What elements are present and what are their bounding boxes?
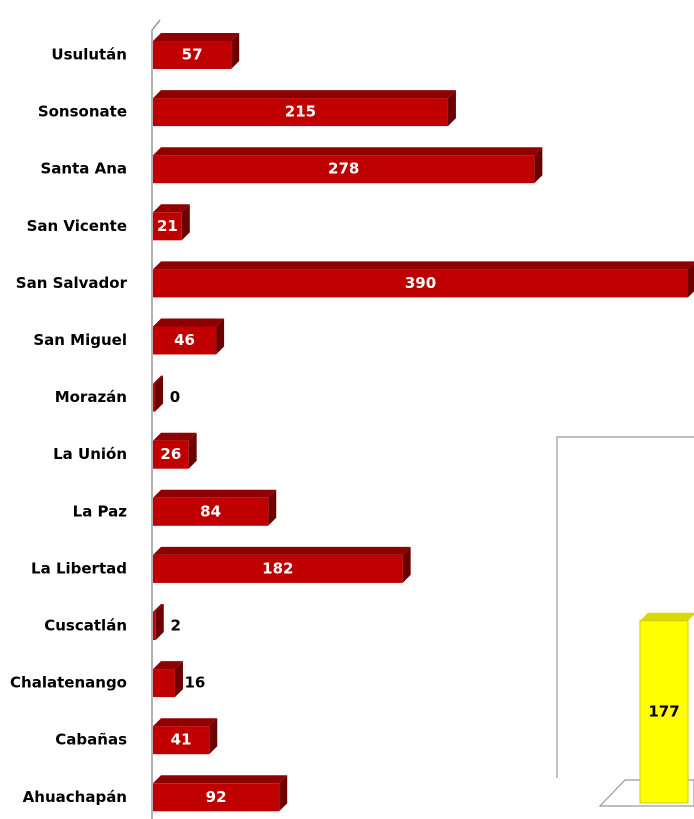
bar-top [153,375,163,384]
bar [153,489,277,526]
bar [153,261,694,298]
category-label: La Paz [73,502,128,520]
bar-front [153,497,269,526]
bar-front [153,440,189,469]
bar-front [153,155,535,184]
floor [598,779,694,807]
bar-top [153,261,694,270]
bar-top [153,432,197,441]
axis-line [151,19,161,819]
bar-side [174,661,183,698]
second-chart: 177 [556,436,694,807]
bar-front [153,383,155,412]
bar-front [153,326,217,355]
category-label: La Unión [53,445,127,463]
category-label: Cabañas [55,731,127,749]
bar-side [155,375,163,412]
bar-side [534,147,543,184]
bar-front [153,726,210,755]
bar-side [279,775,288,812]
bar [153,33,240,69]
bar-side [155,604,164,640]
bar-front [153,41,232,69]
value-label: 2 [171,617,181,635]
category-label: Morazán [55,388,127,406]
bar-side [188,432,197,469]
category-label: Usulután [51,46,127,64]
bar [153,90,456,127]
category-label: La Libertad [31,559,127,577]
value-label: 84 [200,502,221,520]
bar-front [153,554,403,583]
bar [153,604,164,640]
bar-side [209,718,218,755]
category-label: San Salvador [16,274,128,292]
bar [153,546,411,583]
bar-side [231,33,240,69]
value-label: 41 [171,731,192,749]
value-label: 92 [206,788,227,806]
bar-top [153,318,225,327]
bar-side [181,204,190,241]
bar-top [153,204,190,213]
bar-side [447,90,456,127]
bar [153,718,218,755]
value-label: 57 [182,46,203,64]
category-label: Ahuachapán [23,788,127,806]
value-label: 278 [328,160,359,178]
bar-front [153,212,182,241]
bar-front [153,669,175,698]
value-label: 16 [185,674,206,692]
bar [153,775,288,812]
category-label: Chalatenango [10,674,127,692]
bar-top [153,604,164,612]
value-label: 177 [648,702,679,720]
value-label: 390 [405,274,436,292]
bar-side [688,263,694,298]
value-label: 182 [262,559,293,577]
bar-front [153,612,156,640]
bar-front [153,98,448,127]
category-label: San Vicente [27,217,127,235]
value-label: 215 [285,103,316,121]
bar [639,612,694,804]
category-label: Santa Ana [40,160,127,178]
bar [153,432,197,469]
bar-front [639,620,689,804]
bar-side [216,318,225,355]
value-label: 21 [157,217,178,235]
bar [153,375,163,412]
bar-side [268,489,277,526]
bar-top [153,489,277,498]
value-label: 26 [160,445,181,463]
category-label: Sonsonate [38,103,127,121]
value-label: 0 [170,388,180,406]
bar-top [153,546,411,555]
bar-top [640,612,694,621]
bar [153,661,183,698]
bar [153,318,225,355]
bar-top [153,661,183,670]
bar-front [153,783,280,812]
value-label: 46 [174,331,195,349]
chart-frame [556,436,694,778]
category-label: Cuscatlán [44,617,127,635]
bar-front [153,269,688,298]
bar-top [153,33,240,41]
bar-side [402,546,411,583]
bar-top [153,90,456,99]
bar-top [153,147,543,156]
bar [153,147,543,184]
bar [153,204,190,241]
bar-top [153,718,218,727]
bar-top [153,775,288,784]
category-label: San Miguel [33,331,127,349]
